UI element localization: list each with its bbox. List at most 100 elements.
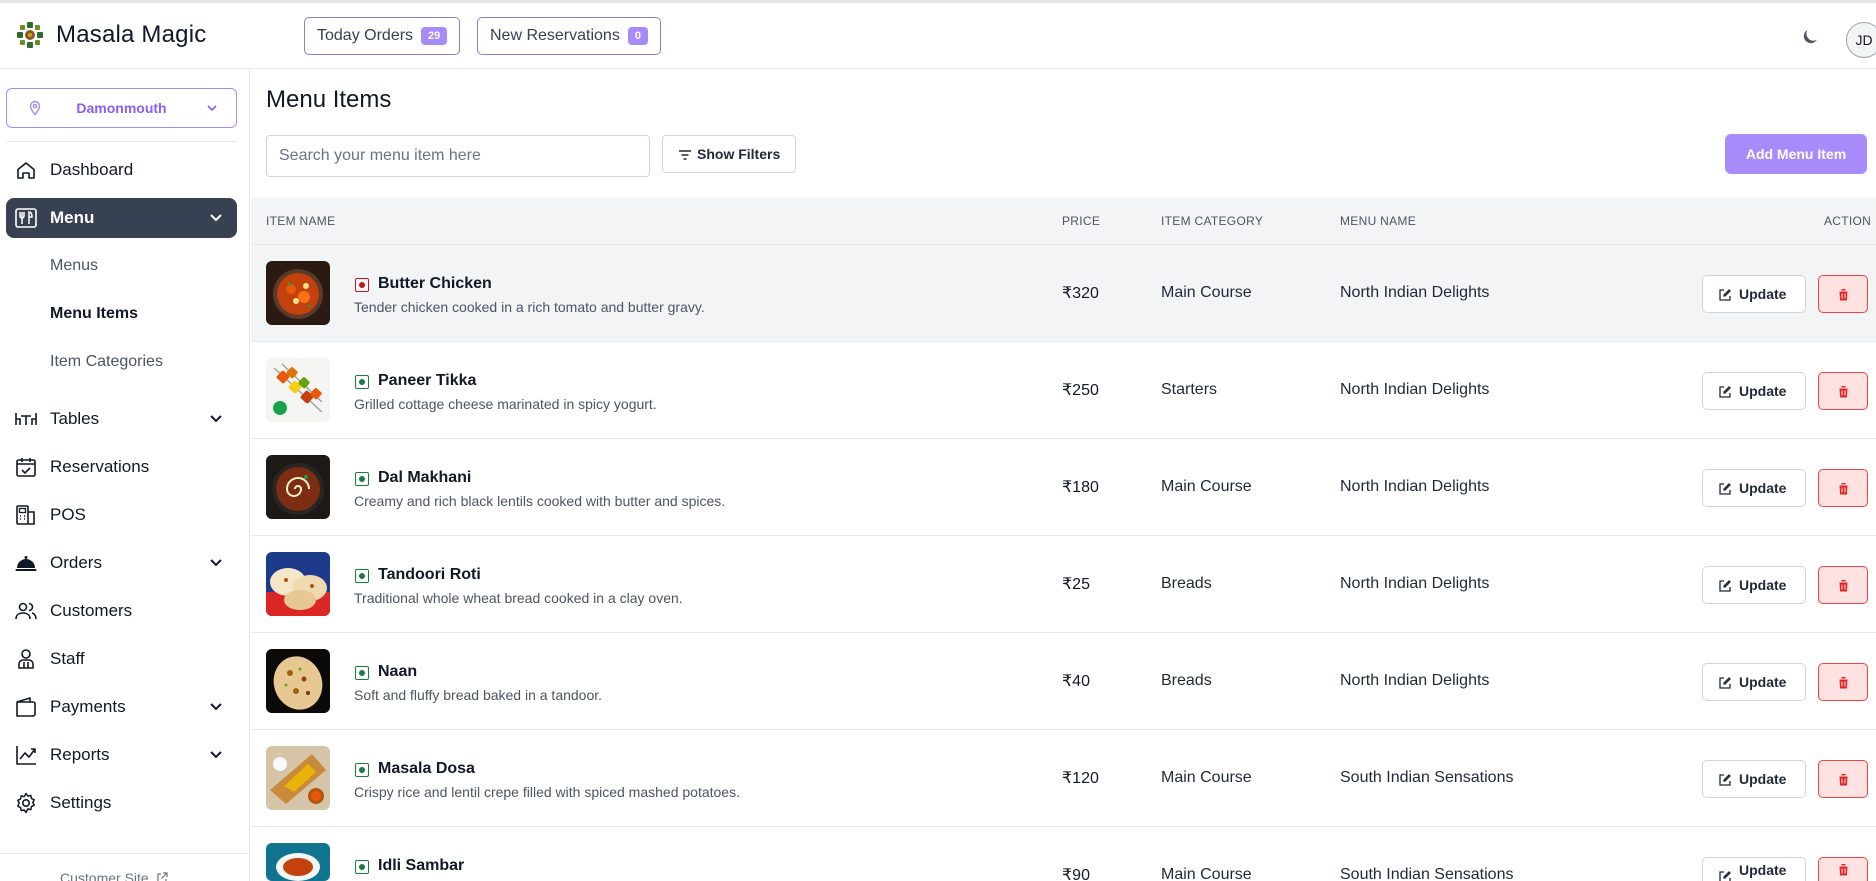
item-menu-name: South Indian Sensations (1340, 769, 1514, 786)
edit-icon (1719, 677, 1731, 689)
top-bar: Masala Magic Today Orders 29 New Reserva… (0, 0, 1876, 69)
column-header-price[interactable]: PRICE (1062, 214, 1101, 228)
sidebar-item-reservations[interactable]: Reservations (6, 447, 237, 487)
update-button[interactable]: Update (1702, 469, 1806, 507)
column-header-action: ACTION (1824, 214, 1872, 228)
item-category: Breads (1161, 672, 1212, 689)
delete-button[interactable] (1818, 469, 1868, 507)
search-input[interactable] (266, 135, 650, 177)
sidebar-item-dashboard[interactable]: Dashboard (6, 150, 237, 190)
item-description: Grilled cottage cheese marinated in spic… (354, 396, 657, 412)
food-image (266, 649, 330, 713)
edit-icon (1719, 289, 1731, 301)
item-description: Creamy and rich black lentils cooked wit… (354, 493, 726, 509)
moon-icon[interactable] (1800, 27, 1820, 47)
item-category: Starters (1161, 381, 1218, 398)
food-image (266, 843, 330, 881)
sidebar-item-label: Customers (50, 601, 133, 620)
veg-indicator-icon (355, 569, 369, 583)
food-image (266, 746, 330, 810)
column-header-item-category[interactable]: ITEM CATEGORY (1161, 214, 1264, 228)
sidebar-item-orders[interactable]: Orders (6, 543, 237, 583)
item-price: ₹25 (1062, 576, 1090, 593)
table-row[interactable]: Dal Makhani Creamy and rich black lentil… (251, 439, 1876, 536)
column-header-item-name[interactable]: ITEM NAME (266, 214, 336, 228)
chevron-down-icon (210, 751, 222, 759)
update-button[interactable]: Update (1702, 857, 1806, 881)
sidebar-subitem-menus[interactable]: Menus (50, 257, 99, 274)
delete-button[interactable] (1818, 566, 1868, 604)
today-orders-button[interactable]: Today Orders 29 (304, 17, 461, 55)
sidebar-item-settings[interactable]: Settings (6, 783, 237, 823)
calendar-check-icon (16, 458, 36, 477)
table-row[interactable]: Paneer Tikka Grilled cottage cheese mari… (251, 342, 1876, 439)
customer-site-link[interactable]: Customer Site (60, 870, 168, 881)
item-category: Main Course (1161, 769, 1252, 786)
update-button[interactable]: Update (1702, 566, 1806, 604)
item-price: ₹180 (1062, 479, 1099, 496)
sidebar-item-label: Reports (50, 745, 110, 764)
location-pin-icon (29, 100, 41, 116)
column-header-menu-name[interactable]: MENU NAME (1340, 214, 1417, 228)
gear-icon (17, 792, 35, 814)
delete-button[interactable] (1818, 857, 1868, 881)
chevron-down-icon (210, 214, 222, 222)
sidebar-item-pos[interactable]: POS (6, 495, 237, 535)
sidebar-subitem-item-categories[interactable]: Item Categories (50, 353, 163, 370)
table-row[interactable]: Masala Dosa Crispy rice and lentil crepe… (251, 730, 1876, 827)
sidebar-item-payments[interactable]: Payments (6, 687, 237, 727)
sidebar-item-reports[interactable]: Reports (6, 735, 237, 775)
table-row[interactable]: Butter Chicken Tender chicken cooked in … (251, 245, 1876, 342)
item-name: Naan (378, 663, 418, 680)
add-menu-item-button[interactable]: Add Menu Item (1725, 134, 1867, 174)
item-name: Butter Chicken (378, 275, 492, 292)
update-label: Update (1739, 861, 1787, 878)
update-button[interactable]: Update (1702, 372, 1806, 410)
update-button[interactable]: Update (1702, 760, 1806, 798)
item-description: Soft and fluffy bread baked in a tandoor… (354, 687, 603, 703)
delete-button[interactable] (1818, 663, 1868, 701)
edit-icon (1719, 386, 1731, 398)
table-row[interactable]: Naan Soft and fluffy bread baked in a ta… (251, 633, 1876, 730)
branch-select[interactable]: Damonmouth (6, 88, 237, 128)
sidebar-item-label: Settings (50, 793, 112, 812)
item-menu-name: North Indian Delights (1340, 284, 1490, 301)
delete-button[interactable] (1818, 275, 1868, 313)
sidebar-item-staff[interactable]: Staff (6, 639, 237, 679)
veg-indicator-icon (355, 375, 369, 389)
sidebar-item-customers[interactable]: Customers (6, 591, 237, 631)
today-orders-label: Today Orders (317, 27, 414, 44)
chevron-down-icon (210, 559, 222, 567)
item-price: ₹40 (1062, 673, 1090, 690)
show-filters-button[interactable]: Show Filters (662, 135, 797, 173)
update-button[interactable]: Update (1702, 663, 1806, 701)
item-name: Tandoori Roti (378, 566, 481, 583)
trash-icon (1837, 482, 1849, 494)
item-menu-name: North Indian Delights (1340, 672, 1490, 689)
item-menu-name: North Indian Delights (1340, 575, 1490, 592)
branch-name: Damonmouth (76, 100, 167, 116)
update-label: Update (1739, 674, 1787, 690)
veg-indicator-icon (355, 763, 369, 777)
sidebar-item-label: Tables (50, 409, 100, 428)
sidebar: Damonmouth Dashboard Menu Menus Menu Ite… (0, 69, 250, 881)
update-button[interactable]: Update (1702, 275, 1806, 313)
item-menu-name: North Indian Delights (1340, 478, 1490, 495)
staff-icon (18, 649, 34, 669)
delete-button[interactable] (1818, 372, 1868, 410)
sidebar-subitem-menu-items[interactable]: Menu Items (50, 305, 139, 322)
utensils-icon (15, 208, 37, 228)
sidebar-item-tables[interactable]: Tables (6, 399, 237, 439)
table-row[interactable]: Idli Sambar ₹90 Main Course South Indian… (251, 827, 1876, 881)
trash-icon (1837, 676, 1849, 688)
sidebar-item-menu[interactable]: Menu (6, 198, 237, 238)
users-icon (15, 602, 37, 620)
new-reservations-button[interactable]: New Reservations 0 (477, 17, 661, 55)
brand[interactable]: Masala Magic (16, 21, 206, 49)
sidebar-item-label: Dashboard (50, 160, 134, 179)
show-filters-label: Show Filters (697, 146, 781, 162)
delete-button[interactable] (1818, 760, 1868, 798)
avatar[interactable]: JD (1846, 22, 1876, 58)
table-row[interactable]: Tandoori Roti Traditional whole wheat br… (251, 536, 1876, 633)
sidebar-item-label: Payments (50, 697, 126, 716)
